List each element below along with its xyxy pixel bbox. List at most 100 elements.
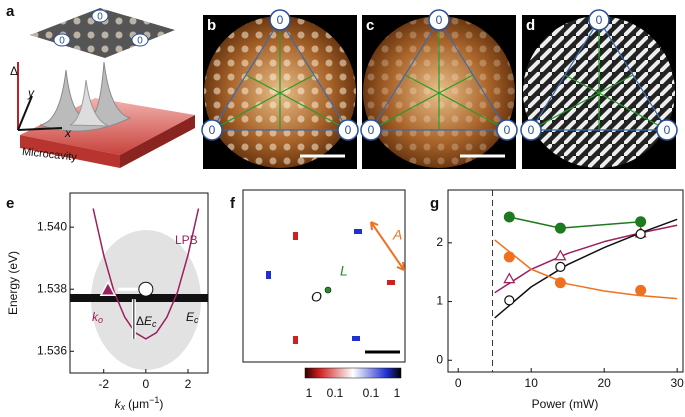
subscript: c [152, 319, 157, 329]
node-label: 0 [664, 123, 671, 137]
subscript: c [194, 315, 199, 325]
node-marker [520, 119, 542, 141]
panel-letter: d [526, 17, 535, 34]
colorbar-tick: 0.1 [363, 386, 380, 400]
annotation: O [311, 289, 322, 305]
fit-line [494, 239, 678, 300]
node-marker [91, 9, 109, 23]
node-label: 0 [97, 12, 103, 23]
symbol: k [92, 310, 99, 324]
point [554, 249, 567, 261]
y-tick-label: 1.538 [37, 281, 67, 295]
colorbar-tick: 1 [306, 386, 313, 400]
peaks [39, 61, 132, 132]
node-marker [656, 119, 678, 141]
panel-letter: c [366, 17, 374, 34]
node-marker [53, 33, 71, 47]
colorbar-tick: 0.1 [327, 386, 344, 400]
point [503, 251, 515, 263]
condensate-band [70, 294, 208, 302]
dot [387, 280, 395, 285]
symbol: E [144, 314, 153, 328]
annotation: A [392, 227, 402, 243]
symmetry-line [404, 74, 440, 94]
node-marker [588, 9, 610, 31]
symmetry-line [279, 92, 349, 131]
node-label: 0 [504, 123, 511, 137]
dot [266, 271, 271, 279]
node-label: 0 [345, 123, 352, 137]
x-axis-label: kx (μm−1) [115, 395, 164, 412]
dispersion-image [70, 230, 208, 370]
dot [293, 232, 298, 240]
symmetry-line [245, 74, 281, 94]
y-tick-label: 0 [436, 352, 443, 366]
panel-a: Δ y x Microcavity a [6, 3, 195, 168]
y-tick-label: 1.536 [37, 343, 67, 357]
symmetry-line [598, 92, 668, 131]
ec-marker [138, 281, 154, 297]
axis-label: y [27, 86, 35, 100]
unit-close: ) [159, 397, 163, 411]
dot [324, 286, 332, 294]
subscript: x [120, 402, 126, 412]
y-tick-label: 1 [436, 294, 443, 308]
lpb-label: LPB [175, 233, 198, 247]
point [635, 228, 646, 240]
ec-label: Ec [186, 310, 199, 325]
dot [352, 336, 360, 341]
node-marker [337, 119, 359, 141]
fit-line [494, 224, 678, 294]
panel-letter: b [207, 17, 216, 34]
colorbar-tick: 1 [394, 386, 401, 400]
microcavity-side [20, 135, 120, 168]
delta: Δ [136, 314, 144, 328]
substrate-label: Microcavity [21, 146, 77, 164]
superscript: −1 [149, 395, 159, 405]
microcavity-side [120, 115, 195, 168]
symmetry-line [438, 74, 474, 94]
symbol: E [186, 310, 195, 324]
point [554, 277, 566, 289]
peak [69, 79, 111, 127]
point [504, 295, 515, 306]
node-label: 0 [137, 36, 143, 47]
node-marker [269, 9, 291, 31]
subscript: o [98, 315, 103, 325]
dot [354, 229, 362, 234]
colorbar [304, 367, 402, 379]
node-marker [131, 33, 149, 47]
symmetry-line [211, 92, 281, 131]
axis-label: Δ [10, 64, 18, 78]
panel-letter: g [430, 195, 439, 212]
symmetry-line [530, 92, 600, 131]
clip-group [92, 208, 200, 340]
mode-dots [266, 229, 395, 344]
panel-letter: f [230, 195, 236, 212]
lpb-curve [92, 208, 200, 340]
fit-line [494, 218, 678, 319]
x-tick-label: 30 [670, 376, 684, 390]
panel-letter: e [6, 195, 14, 212]
x-tick-label: 0 [455, 376, 462, 390]
unit: (μm [128, 397, 149, 411]
point [554, 222, 566, 234]
axis-label: x [64, 126, 72, 140]
axis-x [17, 127, 63, 131]
point [503, 211, 515, 223]
x-axis-label: Power (mW) [532, 397, 599, 411]
x-tick-label: 0 [143, 377, 150, 391]
axis-y [17, 95, 33, 131]
ko-label: ko [92, 310, 103, 325]
point [635, 284, 647, 296]
x-tick-label: 20 [598, 376, 612, 390]
x-tick-label: 2 [185, 377, 192, 391]
node-label: 0 [209, 123, 216, 137]
node-label: 0 [436, 13, 443, 27]
symmetry-line [279, 74, 315, 94]
arrow-a [370, 221, 405, 271]
x-tick-label: 10 [525, 376, 539, 390]
y-tick-label: 2 [436, 235, 443, 249]
symmetry-line [370, 92, 440, 131]
